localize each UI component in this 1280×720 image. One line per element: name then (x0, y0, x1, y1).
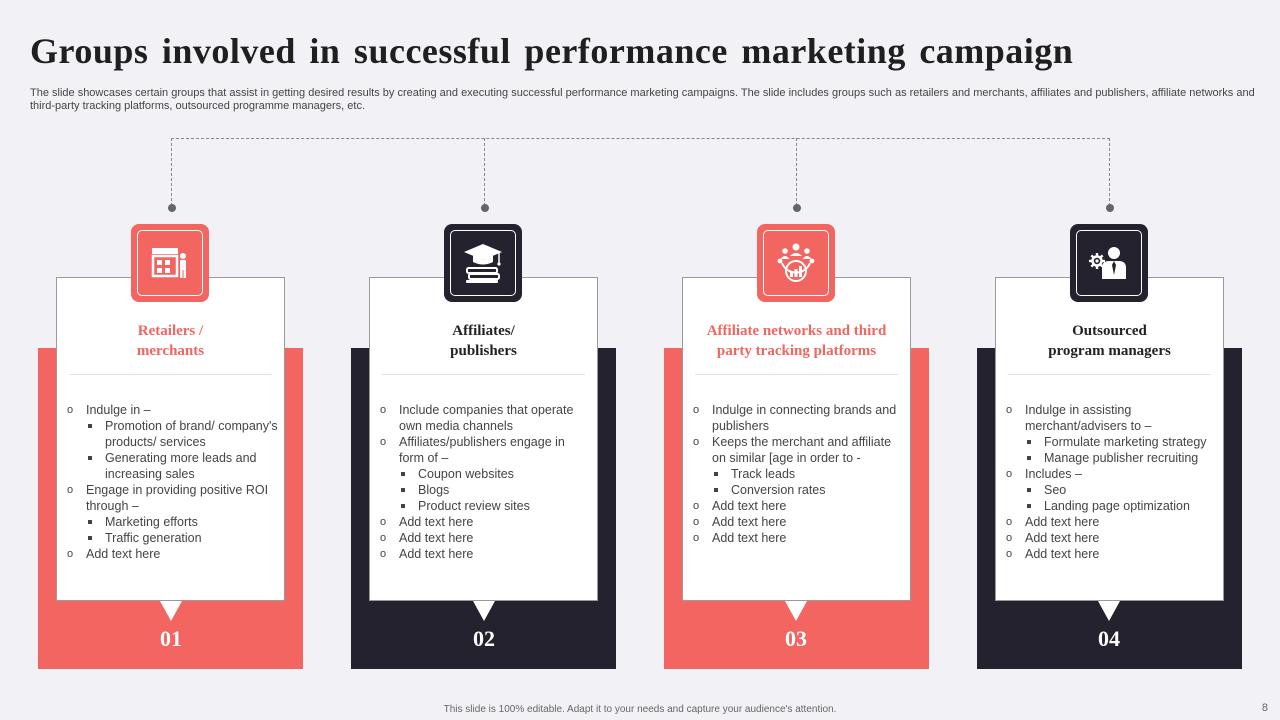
group-2-divider (382, 374, 585, 375)
connector-dot (1106, 204, 1114, 212)
group-1-subbullet: Promotion of brand/ company's products/ … (67, 418, 278, 450)
group-1-bullet: Engage in providing positive ROI through… (67, 482, 278, 514)
group-1-subbullet: Traffic generation (67, 530, 278, 546)
page-number: 8 (1261, 702, 1268, 714)
group-1-title-line1: Retailers / (137, 323, 204, 339)
connector-dot (481, 204, 489, 212)
group-3-bullet: Add text here (693, 514, 904, 530)
group-3-bullet: Keeps the merchant and affiliate on simi… (693, 434, 904, 466)
group-2-number: 02 (473, 626, 495, 651)
connector-dot (168, 204, 176, 212)
group-2-title: Affiliates/ publishers (370, 321, 597, 361)
group-4-icon-box (1070, 224, 1148, 302)
connector-drop (1109, 138, 1110, 206)
connector-drop (171, 138, 172, 206)
network-tracking-icon (777, 243, 815, 282)
group-2-title-line2: publishers (450, 343, 517, 359)
group-4-title-line1: Outsourced (1072, 323, 1147, 339)
group-4-title: Outsourced program managers (996, 321, 1223, 361)
group-3-subbullet: Track leads (693, 466, 904, 482)
group-2-content: Include companies that operate own media… (380, 402, 591, 562)
connector-drop (484, 138, 485, 206)
group-1-subbullet: Marketing efforts (67, 514, 278, 530)
group-4-bullet: Add text here (1006, 514, 1217, 530)
group-3-bullet: Indulge in connecting brands and publish… (693, 402, 904, 434)
group-1-card: Retailers / merchants Indulge in – Promo… (56, 277, 285, 601)
group-4-pointer (1098, 601, 1120, 621)
group-3-bullet: Add text here (693, 530, 904, 546)
store-icon (151, 248, 186, 278)
group-4-card: Outsourced program managers Indulge in a… (995, 277, 1224, 601)
group-3-content: Indulge in connecting brands and publish… (693, 402, 904, 546)
group-4-bullet: Includes – (1006, 466, 1217, 482)
group-3-subbullet: Conversion rates (693, 482, 904, 498)
group-3-bullet: Add text here (693, 498, 904, 514)
group-4-subbullet: Seo (1006, 482, 1217, 498)
group-2-subbullet: Blogs (380, 482, 591, 498)
group-1-number: 01 (160, 626, 182, 651)
group-1-subbullet: Generating more leads and increasing sal… (67, 450, 278, 482)
group-2-subbullet: Coupon websites (380, 466, 591, 482)
group-2-icon-box (444, 224, 522, 302)
graduation-cap-books-icon (464, 244, 502, 283)
group-4-number: 04 (1098, 626, 1120, 651)
group-1-divider (69, 374, 272, 375)
manager-gear-icon (1089, 247, 1126, 279)
group-4-subbullet: Manage publisher recruiting (1006, 450, 1217, 466)
group-1-pointer (160, 601, 182, 621)
group-3-title: Affiliate networks and third party track… (683, 321, 910, 361)
group-1-content: Indulge in – Promotion of brand/ company… (67, 402, 278, 562)
connector-dot (793, 204, 801, 212)
group-1-bullet: Indulge in – (67, 402, 278, 418)
group-4-bullet: Add text here (1006, 546, 1217, 562)
group-3-divider (695, 374, 898, 375)
group-4-content: Indulge in assisting merchant/advisers t… (1006, 402, 1217, 562)
group-1-title-line2: merchants (136, 343, 205, 359)
group-2-bullet: Add text here (380, 546, 591, 562)
group-2-bullet: Add text here (380, 514, 591, 530)
connector-line (171, 138, 1110, 139)
group-3-title-line1: Affiliate networks and third (706, 323, 887, 339)
slide-title: Groups involved in successful performanc… (30, 31, 1074, 71)
group-2-title-line1: Affiliates/ (452, 323, 515, 339)
group-3-title-line2: party tracking platforms (716, 343, 877, 359)
group-1-icon-box (131, 224, 209, 302)
group-3-card: Affiliate networks and third party track… (682, 277, 911, 601)
group-4-subbullet: Formulate marketing strategy (1006, 434, 1217, 450)
group-4-bullet: Add text here (1006, 530, 1217, 546)
slide-subtitle: The slide showcases certain groups that … (30, 87, 1255, 112)
group-2-subbullet: Product review sites (380, 498, 591, 514)
group-2-bullet: Affiliates/publishers engage in form of … (380, 434, 591, 466)
footer-note: This slide is 100% editable. Adapt it to… (443, 704, 837, 715)
group-2-card: Affiliates/ publishers Include companies… (369, 277, 598, 601)
group-2-bullet: Add text here (380, 530, 591, 546)
group-4-title-line2: program managers (1048, 343, 1171, 359)
group-4-subbullet: Landing page optimization (1006, 498, 1217, 514)
group-2-bullet: Include companies that operate own media… (380, 402, 591, 434)
group-2-pointer (473, 601, 495, 621)
group-3-pointer (785, 601, 807, 621)
group-3-number: 03 (785, 626, 807, 651)
group-1-title: Retailers / merchants (57, 321, 284, 361)
group-1-bullet: Add text here (67, 546, 278, 562)
connector-drop (796, 138, 797, 206)
group-4-bullet: Indulge in assisting merchant/advisers t… (1006, 402, 1217, 434)
group-4-divider (1008, 374, 1211, 375)
group-3-icon-box (757, 224, 835, 302)
